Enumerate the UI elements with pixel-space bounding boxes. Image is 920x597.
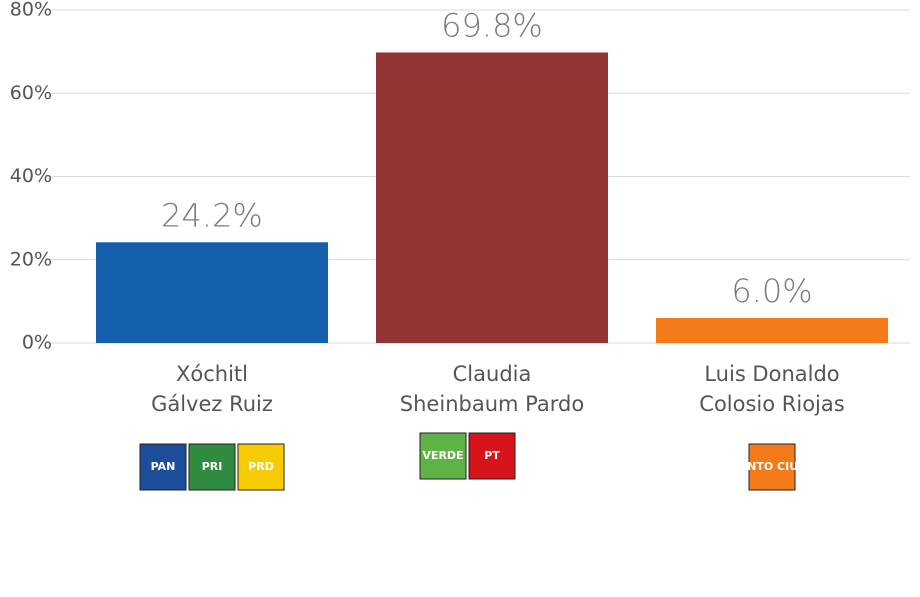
party-logo (748, 443, 796, 491)
party-logo-label: PRI (202, 460, 223, 473)
x-tick-label: Gálvez Ruiz (151, 392, 273, 416)
bar (376, 52, 608, 344)
party-logo-label: PRD (248, 460, 274, 473)
party-logo-label: PAN (151, 460, 176, 473)
x-tick-label: Sheinbaum Pardo (400, 392, 584, 416)
value-label: 24.2% (161, 196, 263, 234)
party-logo (139, 443, 187, 491)
party-logo (188, 443, 236, 491)
party-logo-label: MOVIMIENTO CIUDADANO (692, 460, 852, 473)
bar (656, 318, 888, 343)
y-tick-label: 20% (10, 248, 52, 270)
x-tick-label: Xóchitl (176, 362, 248, 386)
party-logo (468, 432, 516, 480)
party-logo (237, 443, 285, 491)
y-tick-label: 40% (10, 165, 52, 187)
bar (96, 242, 328, 343)
x-tick-label: Luis Donaldo (704, 362, 839, 386)
party-logo-label: morena (517, 449, 564, 462)
value-label: 6.0% (731, 272, 812, 310)
y-tick-label: 0% (22, 332, 52, 354)
party-logo (419, 432, 467, 480)
party-logo-label: PT (484, 449, 500, 462)
party-logo-label: VERDE (422, 449, 463, 462)
x-tick-label: Claudia (453, 362, 532, 386)
party-logo (518, 433, 564, 479)
value-label: 69.8% (441, 6, 543, 44)
y-tick-label: 60% (10, 82, 52, 104)
x-tick-label: Colosio Riojas (699, 392, 844, 416)
y-tick-label: 80% (10, 0, 52, 21)
